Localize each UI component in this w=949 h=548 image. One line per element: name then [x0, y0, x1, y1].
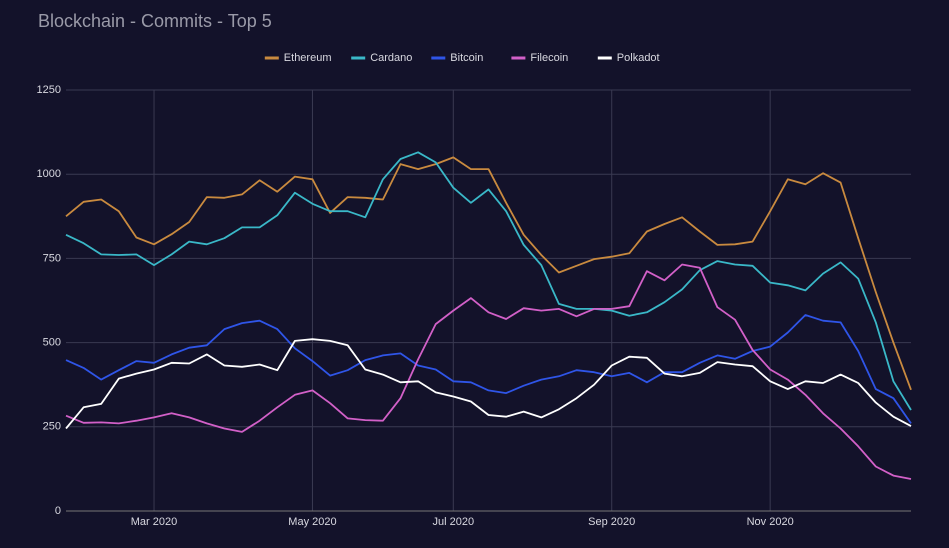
x-tick-label: Jul 2020 [432, 516, 474, 528]
y-tick-label: 250 [43, 421, 61, 433]
series-line [65, 338, 912, 430]
y-tick-label: 1250 [37, 84, 61, 96]
legend-label: Ethereum [284, 52, 332, 64]
x-tick-label: Nov 2020 [747, 516, 794, 528]
x-tick-label: Mar 2020 [131, 516, 177, 528]
y-tick-label: 500 [43, 337, 61, 349]
series-line [65, 314, 912, 424]
series-line [65, 156, 912, 391]
series-line [65, 263, 912, 480]
x-tick-label: May 2020 [288, 516, 336, 528]
y-tick-label: 0 [55, 505, 61, 517]
y-tick-label: 750 [43, 252, 61, 264]
chart-title: Blockchain - Commits - Top 5 [38, 11, 272, 31]
legend-label: Polkadot [617, 52, 660, 64]
legend-label: Cardano [370, 52, 412, 64]
legend-label: Bitcoin [450, 52, 483, 64]
series-line [65, 151, 912, 411]
y-tick-label: 1000 [37, 168, 61, 180]
x-tick-label: Sep 2020 [588, 516, 635, 528]
legend-label: Filecoin [530, 52, 568, 64]
